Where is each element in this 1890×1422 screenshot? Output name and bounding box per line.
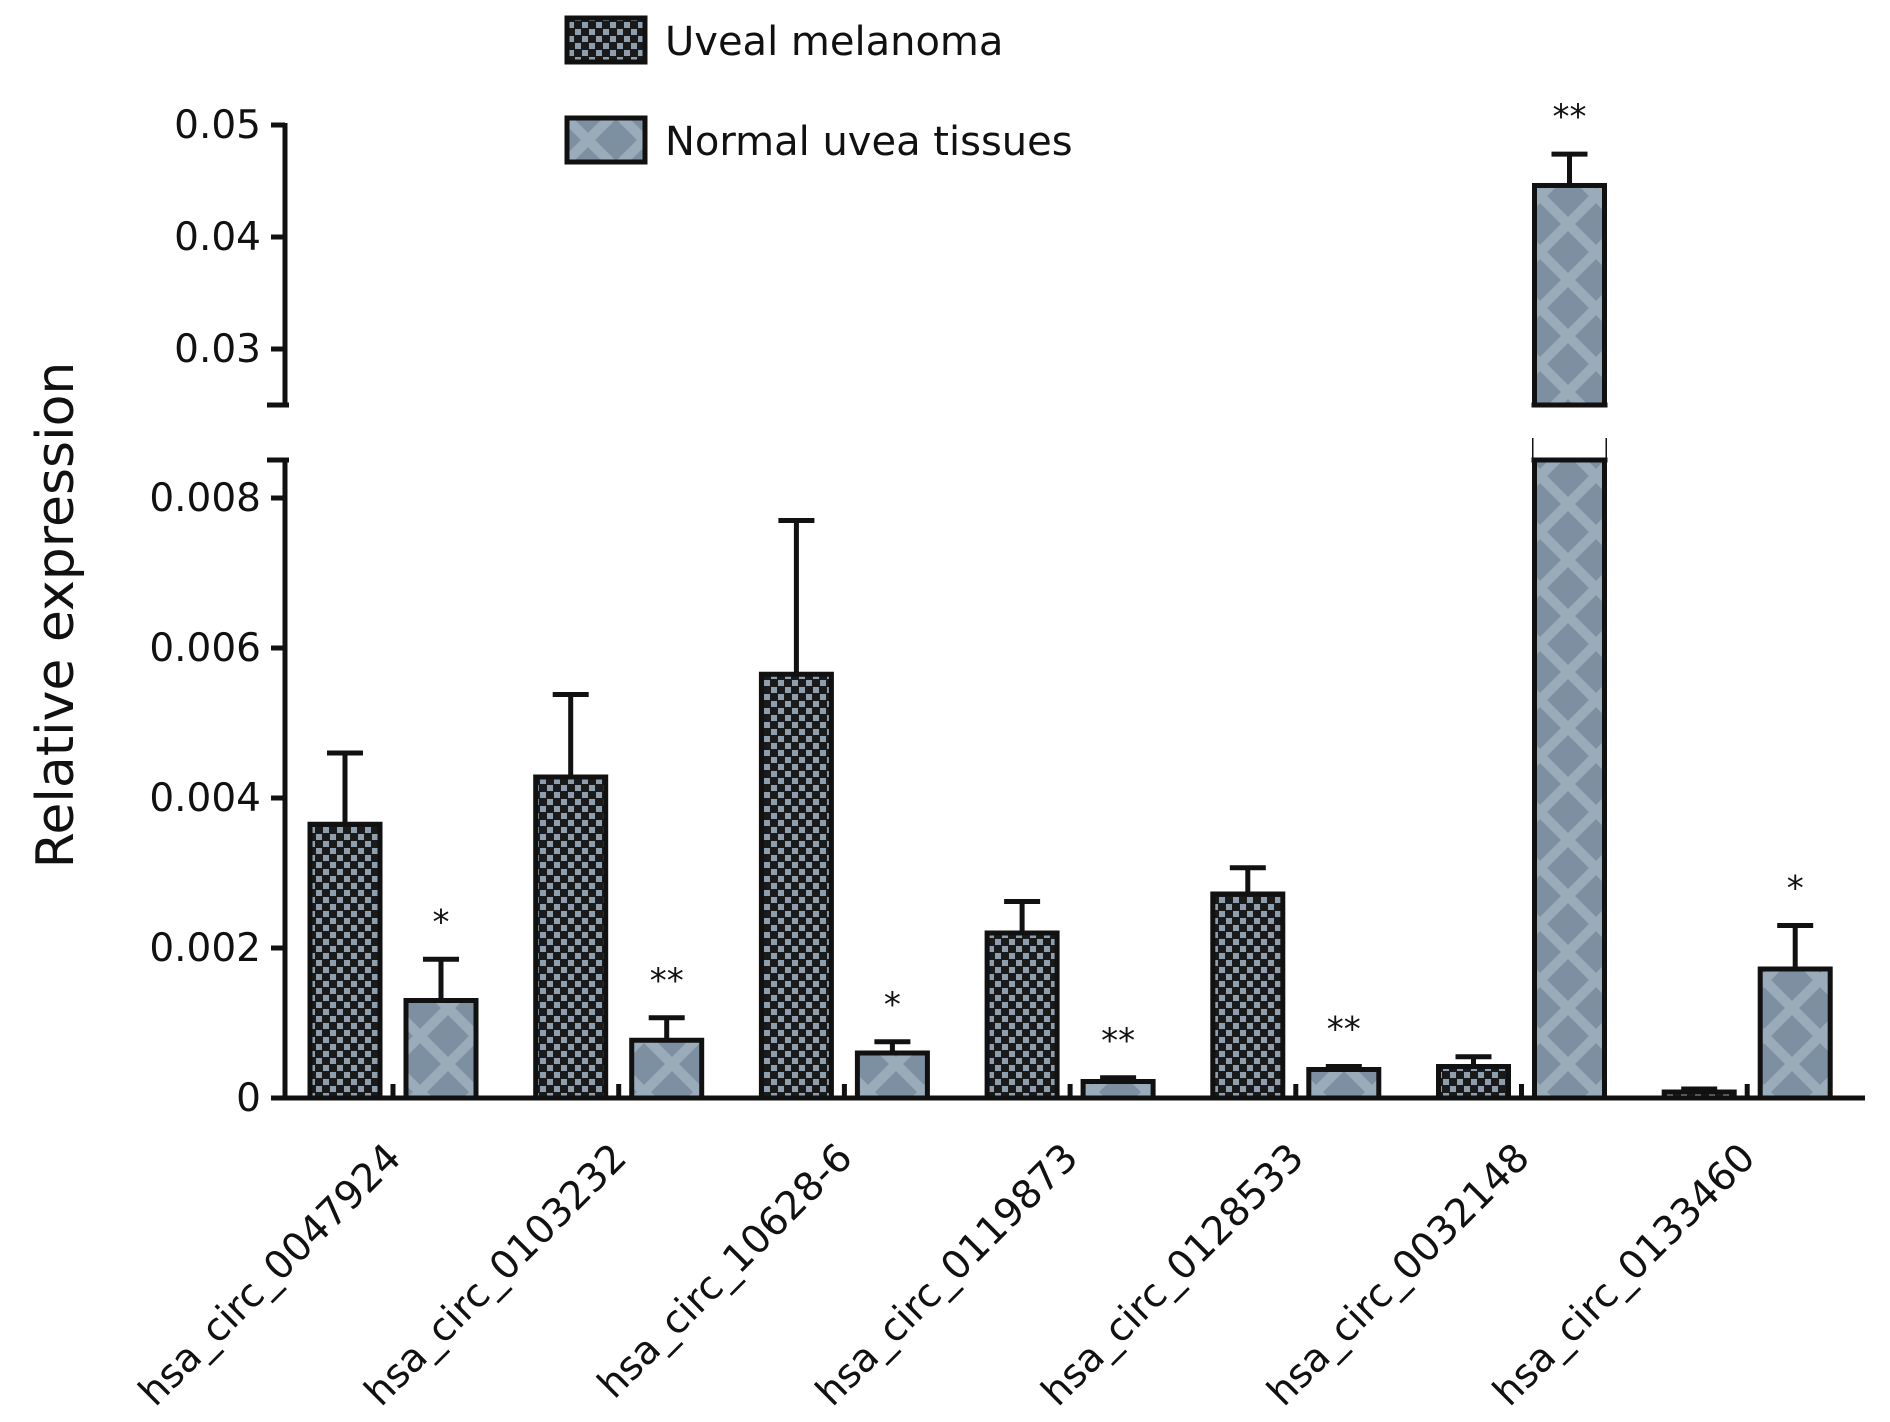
melanoma-bar: [758, 671, 834, 1101]
bars: [307, 151, 1833, 1101]
melanoma-bar: [307, 821, 383, 1101]
y-tick-label: 0.006: [149, 626, 261, 671]
normal-bar: [1532, 438, 1607, 1101]
normal-bar: [629, 1037, 705, 1101]
legend-swatch: [564, 115, 648, 165]
y-axis-title: Relative expression: [26, 362, 86, 869]
y-tick-label: 0.002: [149, 926, 261, 971]
category-labels: hsa_circ_0047924hsa_circ_0103232hsa_circ…: [130, 1135, 1764, 1415]
significance-marker: *: [433, 902, 450, 942]
legend-label: Normal uvea tissues: [665, 119, 1073, 165]
significance-marker: **: [1101, 1021, 1135, 1061]
melanoma-bar: [1210, 891, 1286, 1101]
melanoma-bar: [984, 930, 1060, 1101]
significance-marker: *: [884, 985, 901, 1025]
legend-label: Uveal melanoma: [665, 19, 1003, 65]
y-tick-label: 0.004: [149, 776, 261, 821]
y-tick-label: 0.05: [174, 103, 261, 148]
significance-marker: *: [1787, 869, 1804, 909]
legend-item: Uveal melanoma: [564, 15, 1003, 65]
significance-markers: ****** *****: [433, 97, 1804, 1061]
melanoma-bar: [533, 774, 609, 1101]
normal-bar: [854, 1050, 930, 1101]
significance-marker: **: [1327, 1010, 1361, 1050]
normal-bar: [1306, 1067, 1382, 1101]
normal-bar: [403, 998, 479, 1101]
axes: [267, 123, 1865, 1101]
significance-marker: **: [1553, 97, 1587, 137]
y-tick-label: 0.04: [174, 215, 261, 260]
melanoma-bar: [1436, 1064, 1511, 1101]
legend: Uveal melanoma Normal uvea tissues: [564, 15, 1073, 165]
melanoma-bar: [1661, 1089, 1737, 1101]
legend-item: Normal uvea tissues: [564, 115, 1073, 165]
y-tick-label: 0.03: [174, 327, 261, 372]
y-tick-label: 0: [236, 1076, 261, 1121]
normal-bar: [1080, 1079, 1156, 1101]
y-tick-label: 0.008: [149, 476, 261, 521]
bar-break-gap: [1533, 407, 1606, 458]
normal-bar: [1757, 966, 1833, 1101]
category-label: hsa_circ_10628-6: [589, 1135, 861, 1407]
legend-swatch: [564, 15, 648, 65]
y-axis-tick-labels: 0 0.002 0.004 0.006 0.008 0.03 0.04 0.05: [149, 103, 285, 1121]
normal-bar: [1532, 182, 1607, 408]
significance-marker: **: [650, 961, 684, 1001]
